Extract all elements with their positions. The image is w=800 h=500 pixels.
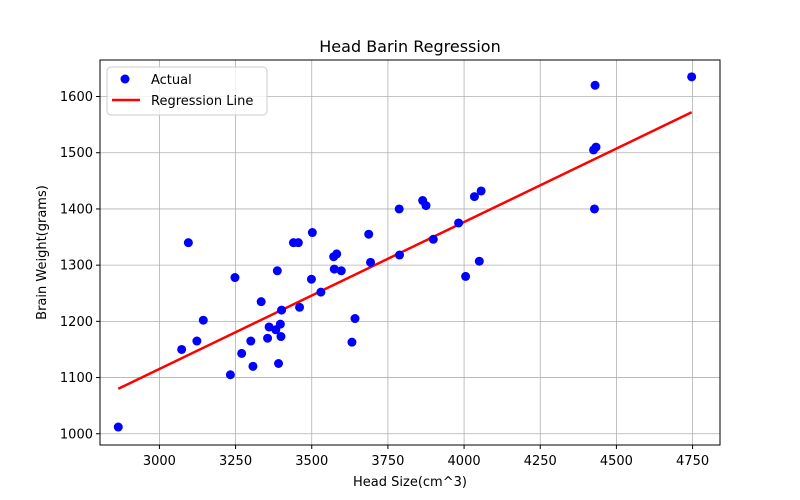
data-point xyxy=(687,72,697,82)
data-point xyxy=(248,361,258,371)
data-point xyxy=(461,271,471,281)
x-tick-label: 3750 xyxy=(371,454,404,469)
x-axis-ticks: 3000 3250 3500 3750 4000 4250 4500 4750 xyxy=(143,445,709,469)
data-point xyxy=(230,273,240,283)
y-tick-label: 1400 xyxy=(60,202,93,217)
data-point xyxy=(237,348,247,358)
regression-line-layer xyxy=(117,111,693,390)
data-point xyxy=(474,256,484,266)
legend: Actual Regression Line xyxy=(106,66,268,116)
data-point xyxy=(350,314,360,324)
regression-line xyxy=(117,111,693,390)
x-tick-label: 4000 xyxy=(448,454,481,469)
y-tick-label: 1100 xyxy=(60,371,93,386)
legend-label-regression: Regression Line xyxy=(151,94,253,109)
data-point xyxy=(198,315,208,325)
data-point xyxy=(394,204,404,214)
data-point xyxy=(329,264,339,274)
data-point xyxy=(272,266,282,276)
chart-title: Head Barin Regression xyxy=(319,37,500,56)
x-tick-label: 3000 xyxy=(143,454,176,469)
x-tick-label: 3250 xyxy=(219,454,252,469)
y-tick-label: 1300 xyxy=(60,259,93,274)
data-point xyxy=(428,234,438,244)
data-point xyxy=(307,228,317,238)
data-point xyxy=(332,249,342,259)
data-point xyxy=(316,287,326,297)
data-point xyxy=(192,336,202,346)
data-point xyxy=(476,186,486,196)
data-point xyxy=(590,80,600,90)
y-axis-label: Brain Weight(grams) xyxy=(35,185,50,320)
plot-frame xyxy=(99,59,721,446)
y-tick-label: 1200 xyxy=(60,315,93,330)
y-tick-label: 1000 xyxy=(60,427,93,442)
data-point xyxy=(276,332,286,342)
x-tick-label: 4500 xyxy=(600,454,633,469)
x-tick-label: 4250 xyxy=(524,454,557,469)
data-point xyxy=(275,319,285,329)
data-point xyxy=(591,142,601,152)
data-points xyxy=(113,72,697,432)
data-point xyxy=(293,238,303,248)
x-tick-label: 3500 xyxy=(295,454,328,469)
data-point xyxy=(421,201,431,211)
data-point xyxy=(364,229,374,239)
data-point xyxy=(183,238,193,248)
data-point xyxy=(256,297,266,307)
data-point xyxy=(277,305,287,315)
data-point xyxy=(295,302,305,312)
data-point xyxy=(469,192,479,202)
x-tick-label: 4750 xyxy=(676,454,709,469)
data-point xyxy=(177,344,187,354)
data-point xyxy=(263,333,273,343)
data-point xyxy=(274,359,284,369)
data-point xyxy=(336,266,346,276)
data-point xyxy=(113,422,123,432)
data-point xyxy=(246,336,256,346)
y-tick-label: 1500 xyxy=(60,146,93,161)
y-axis-ticks: 1000 1100 1200 1300 1400 1500 1600 xyxy=(60,90,100,442)
data-point xyxy=(347,337,357,347)
legend-label-actual: Actual xyxy=(151,73,192,88)
grid xyxy=(100,60,720,445)
legend-box xyxy=(106,66,268,116)
data-point xyxy=(225,370,235,380)
data-point xyxy=(589,204,599,214)
data-point xyxy=(394,250,404,260)
data-point xyxy=(454,218,464,228)
data-point xyxy=(306,274,316,284)
legend-marker-actual xyxy=(120,74,130,84)
x-axis-label: Head Size(cm^3) xyxy=(353,475,467,490)
data-point xyxy=(366,257,376,267)
y-tick-label: 1600 xyxy=(60,90,93,105)
